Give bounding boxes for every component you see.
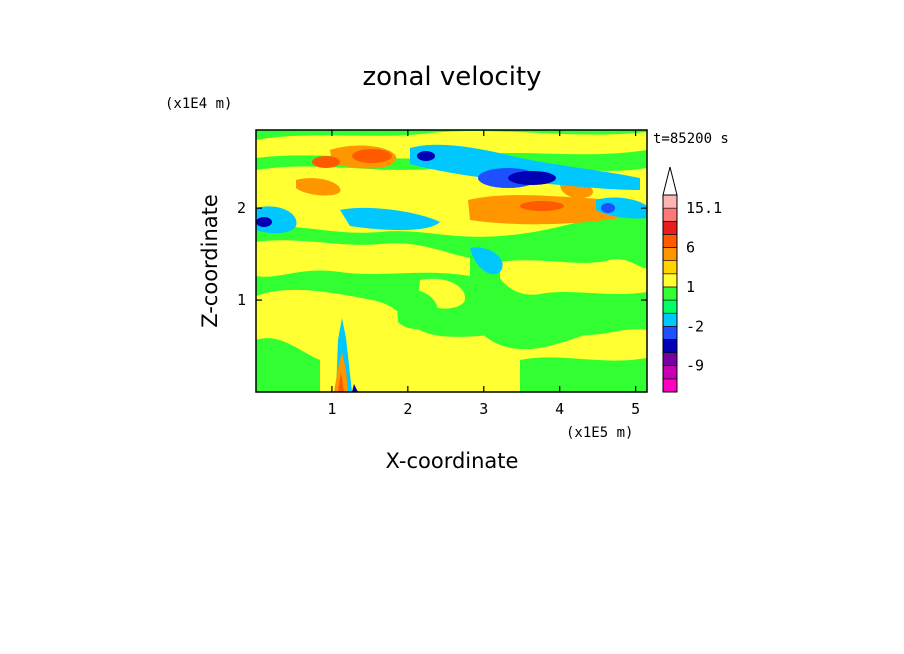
colorbar-segment — [662, 220, 678, 235]
field-plume — [352, 384, 358, 392]
y-axis: 12 — [237, 199, 647, 309]
velocity-field — [256, 130, 647, 392]
colorbar-label: -9 — [686, 357, 704, 375]
field-core-darkblue — [256, 217, 272, 227]
colorbar-segment — [662, 365, 678, 380]
x-tick-label: 2 — [403, 400, 412, 418]
field-core-blue — [601, 203, 615, 213]
y-axis-title: Z-coordinate — [198, 194, 222, 328]
y-unit-label: (x1E4 m) — [165, 96, 232, 112]
field-patch-green — [256, 338, 320, 392]
field-band-yellow — [500, 259, 647, 295]
colorbar-label: 6 — [686, 239, 695, 257]
colorbar-segment — [662, 273, 678, 288]
x-unit-label: (x1E5 m) — [566, 425, 633, 441]
field-patch-green — [520, 357, 647, 392]
x-tick-label: 5 — [631, 400, 640, 418]
field-patch-green — [396, 289, 439, 330]
field-core-red — [312, 156, 340, 168]
field-core-darkblue — [508, 171, 556, 185]
colorbar-segment — [662, 234, 678, 248]
field-patch-cyan — [596, 197, 647, 219]
colorbar-label: 1 — [686, 278, 695, 296]
field-core-red — [520, 201, 564, 211]
colorbar-segment — [662, 326, 678, 340]
y-tick-label: 2 — [237, 199, 246, 217]
field-patch-cyan — [410, 144, 640, 190]
colorbar-segment — [662, 352, 678, 367]
x-axis: 1 2 3 4 5 — [327, 130, 640, 418]
field-core-red — [352, 149, 392, 163]
field-patch-cyan — [470, 247, 503, 275]
field-plume — [338, 372, 344, 392]
colorbar-segment — [662, 260, 678, 275]
field-patch-green — [470, 300, 647, 350]
plot-frame — [255, 129, 648, 393]
chart-title: zonal velocity — [362, 62, 541, 92]
colorbar-segment — [662, 247, 678, 261]
colorbar-segment — [662, 286, 678, 301]
colorbar-segment — [662, 339, 678, 353]
colorbar-segment — [662, 194, 678, 209]
field-core-darkblue — [417, 151, 435, 161]
colorbar-label: -2 — [686, 317, 704, 335]
x-tick-label: 4 — [555, 400, 564, 418]
colorbar-label: 15.1 — [686, 199, 722, 217]
colorbar-segment — [662, 207, 678, 222]
field-patch-cyan — [340, 207, 440, 231]
y-tick-label: 1 — [237, 291, 246, 309]
colorbar-segment — [662, 312, 678, 327]
colorbar-segment — [662, 378, 678, 393]
field-patch-orange — [296, 178, 341, 196]
colorbar: 15.1 6 1 -2 -9 — [662, 166, 722, 393]
x-tick-label: 3 — [479, 400, 488, 418]
x-axis-title: X-coordinate — [386, 449, 519, 473]
colorbar-segment — [662, 299, 678, 314]
field-band-yellow — [256, 240, 470, 277]
colorbar-frame — [662, 194, 678, 393]
x-tick-label: 1 — [327, 400, 336, 418]
time-label: t=85200 s — [653, 131, 729, 147]
